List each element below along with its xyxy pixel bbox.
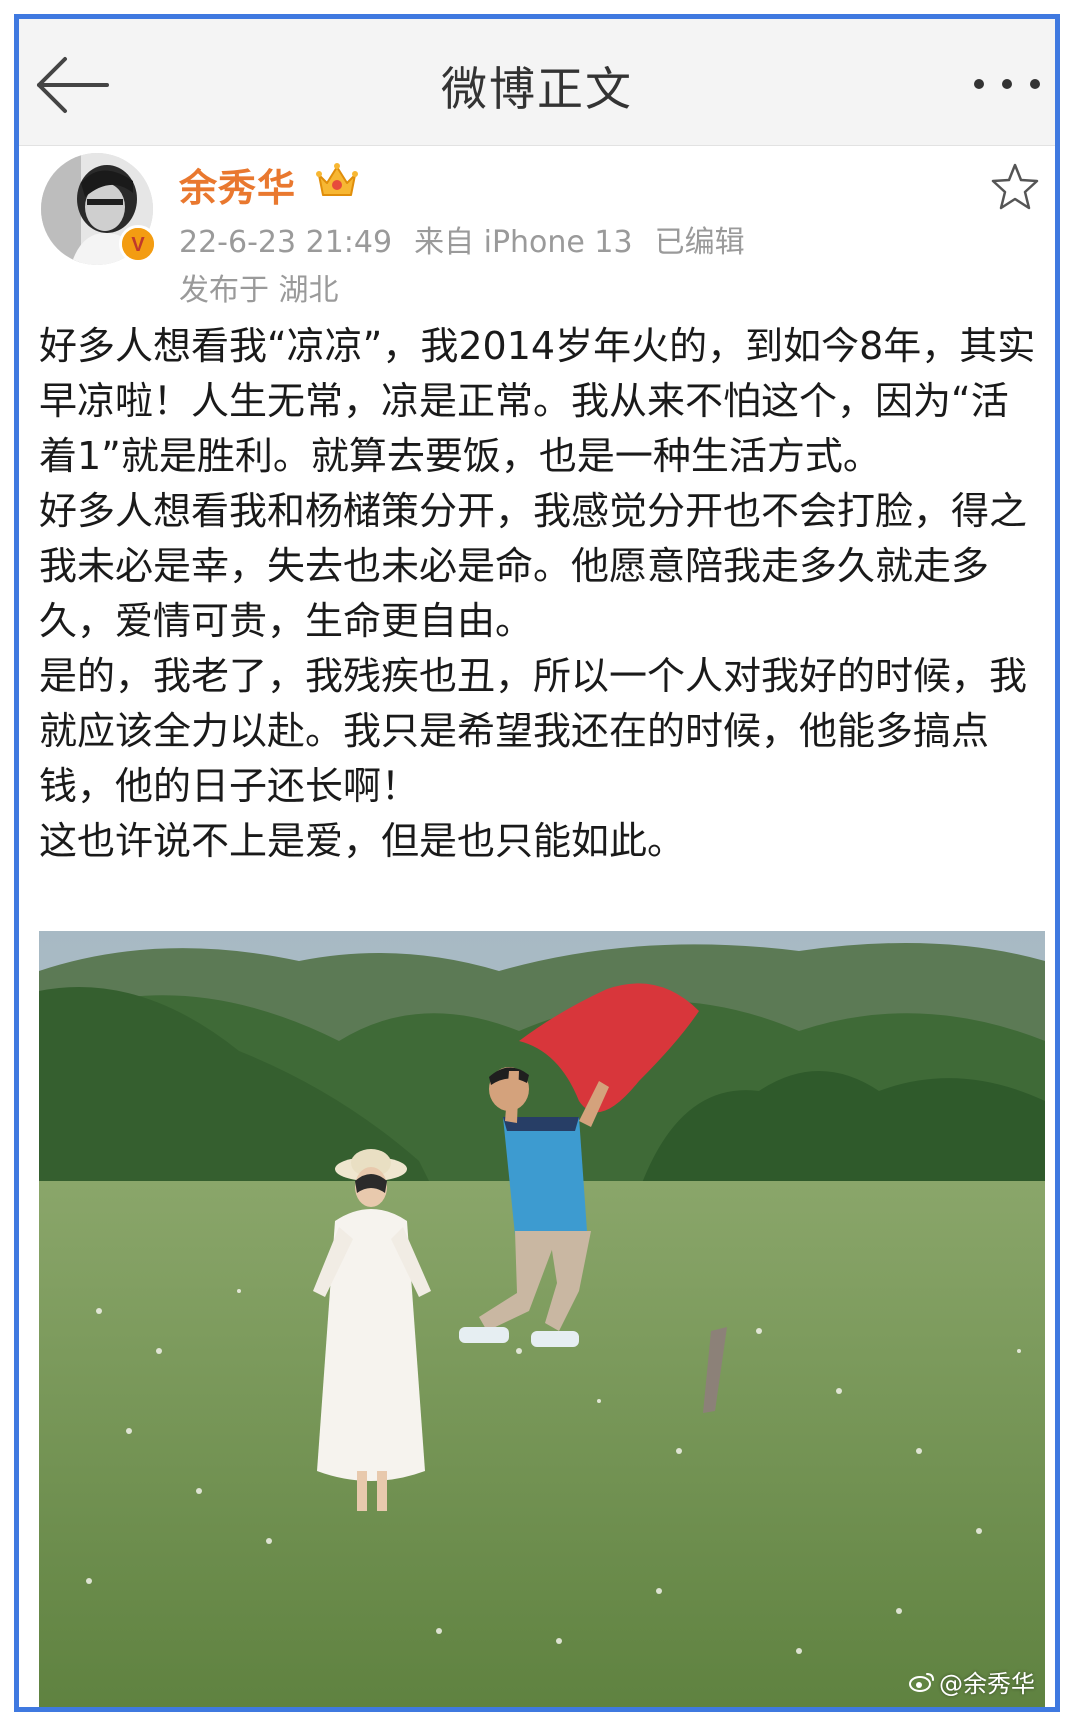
post-photo[interactable]: @余秀华: [39, 931, 1045, 1707]
man-figure: [459, 983, 699, 1347]
top-nav-bar: 微博正文: [19, 19, 1055, 146]
favorite-button[interactable]: [989, 161, 1041, 213]
post-body: 好多人想看我“凉凉”，我2014岁年火的，到如今8年，其实早凉啦！人生无常，凉是…: [39, 319, 1045, 869]
post-paragraph: 好多人想看我“凉凉”，我2014岁年火的，到如今8年，其实早凉啦！人生无常，凉是…: [39, 324, 1036, 478]
author-portrait-image: [41, 153, 153, 265]
more-dots-icon: [974, 79, 1040, 89]
post-paragraph: 这也许说不上是爱，但是也只能如此。: [39, 819, 686, 863]
crown-icon[interactable]: [315, 161, 359, 201]
star-outline-icon: [991, 163, 1039, 210]
screenshot-frame: 微博正文 V 余秀华: [14, 14, 1060, 1712]
page-title: 微博正文: [441, 62, 633, 116]
post-meta: 22-6-23 21:49 来自 iPhone 13 已编辑: [179, 217, 767, 261]
woman-figure: [313, 1149, 431, 1511]
back-button[interactable]: [33, 53, 113, 117]
v-badge-icon: V: [119, 225, 157, 263]
watermark-text: @余秀华: [939, 1670, 1035, 1698]
more-button[interactable]: [969, 69, 1045, 99]
post-timestamp: 22-6-23 21:49: [179, 225, 393, 260]
meadow-photo-image: [39, 931, 1045, 1707]
arrow-left-icon: [37, 57, 109, 113]
post-source: 来自 iPhone 13: [414, 225, 633, 260]
svg-text:V: V: [131, 234, 145, 256]
photo-watermark: @余秀华: [909, 1664, 1035, 1699]
post-paragraph: 是的，我老了，我残疾也丑，所以一个人对我好的时候，我就应该全力以赴。我只是希望我…: [39, 654, 1028, 808]
post-paragraph: 好多人想看我和杨槠策分开，我感觉分开也不会打脸，得之我未必是幸，失去也未必是命。…: [39, 489, 1028, 643]
post-location: 发布于 湖北: [179, 273, 339, 308]
edited-label[interactable]: 已编辑: [654, 225, 745, 260]
author-name[interactable]: 余秀华: [179, 166, 297, 210]
weibo-logo-icon: [909, 1672, 934, 1692]
avatar[interactable]: [41, 153, 153, 265]
